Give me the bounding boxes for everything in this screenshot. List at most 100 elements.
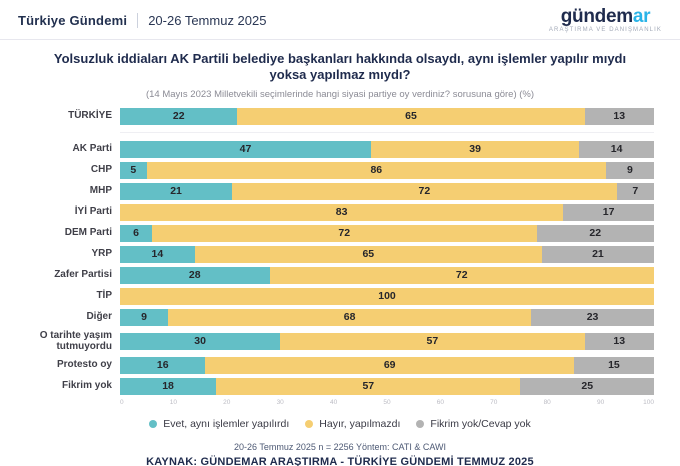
chart-row: O tarihte yaşım tutmuyordu 30 57 13 [26, 330, 654, 353]
segment-value: 22 [589, 227, 602, 239]
x-tick-label: 20 [223, 398, 231, 406]
x-tick-label: 50 [383, 398, 391, 406]
chart-row: Protesto oy 16 69 15 [26, 356, 654, 374]
legend-item: Fikrim yok/Cevap yok [416, 417, 531, 430]
legend-item: Evet, aynı işlemler yapılırdı [149, 418, 289, 430]
segment-value: 13 [613, 110, 626, 122]
segment-value: 72 [338, 227, 351, 239]
bar-segment: 68 [168, 308, 532, 326]
bar-segment: 23 [531, 308, 654, 326]
bar-segment: 13 [584, 107, 654, 125]
bar-segment: 17 [563, 203, 654, 221]
category-label: DEM Parti [64, 227, 112, 239]
x-tick-label: 100 [643, 398, 654, 406]
bar-track: 30 57 13 [120, 332, 654, 350]
brand-title: Türkiye Gündemi [18, 12, 128, 28]
segment-value: 39 [469, 143, 481, 155]
chart-subtitle: (14 Mayıs 2023 Milletvekili seçimlerinde… [145, 88, 535, 100]
segment-value: 83 [335, 206, 348, 218]
bar-track: 22 65 13 [120, 107, 654, 125]
segment-value: 9 [627, 164, 633, 176]
chart-row: İYİ Parti 83 17 [26, 203, 654, 221]
x-tick-label: 40 [329, 398, 338, 406]
top-bar-left: Türkiye Gündemi 20-26 Temmuz 2025 [18, 12, 266, 28]
segment-value: 25 [581, 380, 594, 392]
bar-track: 16 69 15 [120, 356, 654, 374]
bar-segment: 72 [269, 266, 654, 284]
chart-row: Diğer 9 68 23 [26, 308, 654, 326]
legend: Evet, aynı işlemler yapılırdı Hayır, yapı… [0, 418, 680, 430]
bar-track: 18 57 25 [120, 377, 654, 395]
category-label: AK Parti [72, 143, 112, 155]
category-label: MHP [89, 185, 112, 197]
bar-segment: 83 [120, 203, 564, 221]
segment-value: 14 [610, 143, 623, 155]
bar-segment: 72 [232, 182, 617, 200]
bar-track: 6 72 22 [120, 224, 654, 242]
segment-value: 13 [613, 335, 626, 347]
segment-value: 100 [378, 290, 396, 302]
segment-value: 17 [602, 206, 615, 218]
bar-segment: 65 [194, 245, 542, 263]
category-label: TİP [96, 290, 112, 302]
methodology-note: 20-26 Temmuz 2025 n = 2256 Yöntem: CATI … [233, 441, 447, 452]
logo-text-main: gündem [560, 6, 633, 27]
category-label: YRP [91, 248, 112, 260]
bar-segment: 72 [152, 224, 537, 242]
bar-segment: 30 [120, 332, 281, 350]
segment-value: 86 [370, 164, 383, 176]
bar-segment: 65 [237, 107, 585, 125]
bar-segment: 22 [536, 224, 654, 242]
segment-value: 18 [162, 380, 174, 392]
segment-value: 9 [141, 311, 147, 323]
category-label: TÜRKİYE [68, 110, 112, 122]
segment-value: 21 [592, 248, 604, 260]
legend-label: Fikrim yok/Cevap yok [430, 417, 531, 430]
segment-value: 30 [194, 335, 206, 347]
legend-item: Hayır, yapılmazdı [305, 418, 400, 430]
segment-value: 7 [632, 185, 639, 197]
bar-segment: 86 [146, 161, 606, 179]
top-bar: Türkiye Gündemi 20-26 Temmuz 2025 gündem… [0, 0, 680, 40]
segment-value: 22 [172, 110, 185, 122]
segment-value: 65 [405, 110, 417, 122]
bar-track: 5 86 9 [120, 161, 654, 179]
x-tick-label: 60 [436, 398, 445, 406]
bar-segment: 22 [120, 107, 238, 125]
logo-wordmark: gündemar [549, 7, 662, 26]
segment-value: 68 [343, 311, 356, 323]
chart-row: DEM Parti 6 72 22 [26, 224, 654, 242]
x-tick-label: 70 [490, 398, 498, 406]
chart-row: TİP 100 [26, 287, 654, 305]
segment-value: 72 [418, 185, 431, 197]
x-tick-label: 80 [543, 398, 551, 406]
stacked-bar-chart: TÜRKİYE 22 65 13 AK Parti 47 39 14 CHP 5 86 9 MHP 21 7… [26, 107, 654, 395]
x-tick-label: 10 [169, 398, 178, 406]
separator-line [120, 131, 654, 133]
segment-value: 72 [455, 269, 468, 281]
segment-value: 57 [362, 380, 375, 392]
category-label: Fikrim yok [61, 380, 112, 392]
chart-title: Yolsuzluk iddiaları AK Partili belediye … [53, 51, 627, 83]
segment-value: 21 [170, 185, 182, 197]
category-label: İYİ Parti [74, 206, 112, 218]
x-tick-label: 30 [276, 398, 284, 406]
bar-segment: 25 [520, 377, 654, 395]
category-label: Protesto oy [56, 359, 112, 371]
chart-row: MHP 21 72 7 [26, 182, 654, 200]
row-separator [26, 129, 654, 137]
bar-segment: 100 [120, 287, 654, 305]
bar-track: 47 39 14 [120, 140, 654, 158]
x-tick-label: 90 [596, 398, 605, 406]
bar-segment: 57 [216, 377, 521, 395]
segment-value: 15 [608, 359, 620, 371]
bar-segment: 21 [120, 182, 233, 200]
legend-label: Evet, aynı işlemler yapılırdı [163, 417, 290, 430]
footer: 20-26 Temmuz 2025 n = 2256 Yöntem: CATI … [0, 442, 680, 466]
bar-segment: 13 [584, 332, 654, 350]
chart-rows: TÜRKİYE 22 65 13 AK Parti 47 39 14 CHP 5 86 9 MHP 21 7… [26, 107, 654, 395]
bar-segment: 6 [120, 224, 153, 242]
axis-spacer [26, 399, 112, 409]
segment-value: 16 [156, 359, 169, 371]
